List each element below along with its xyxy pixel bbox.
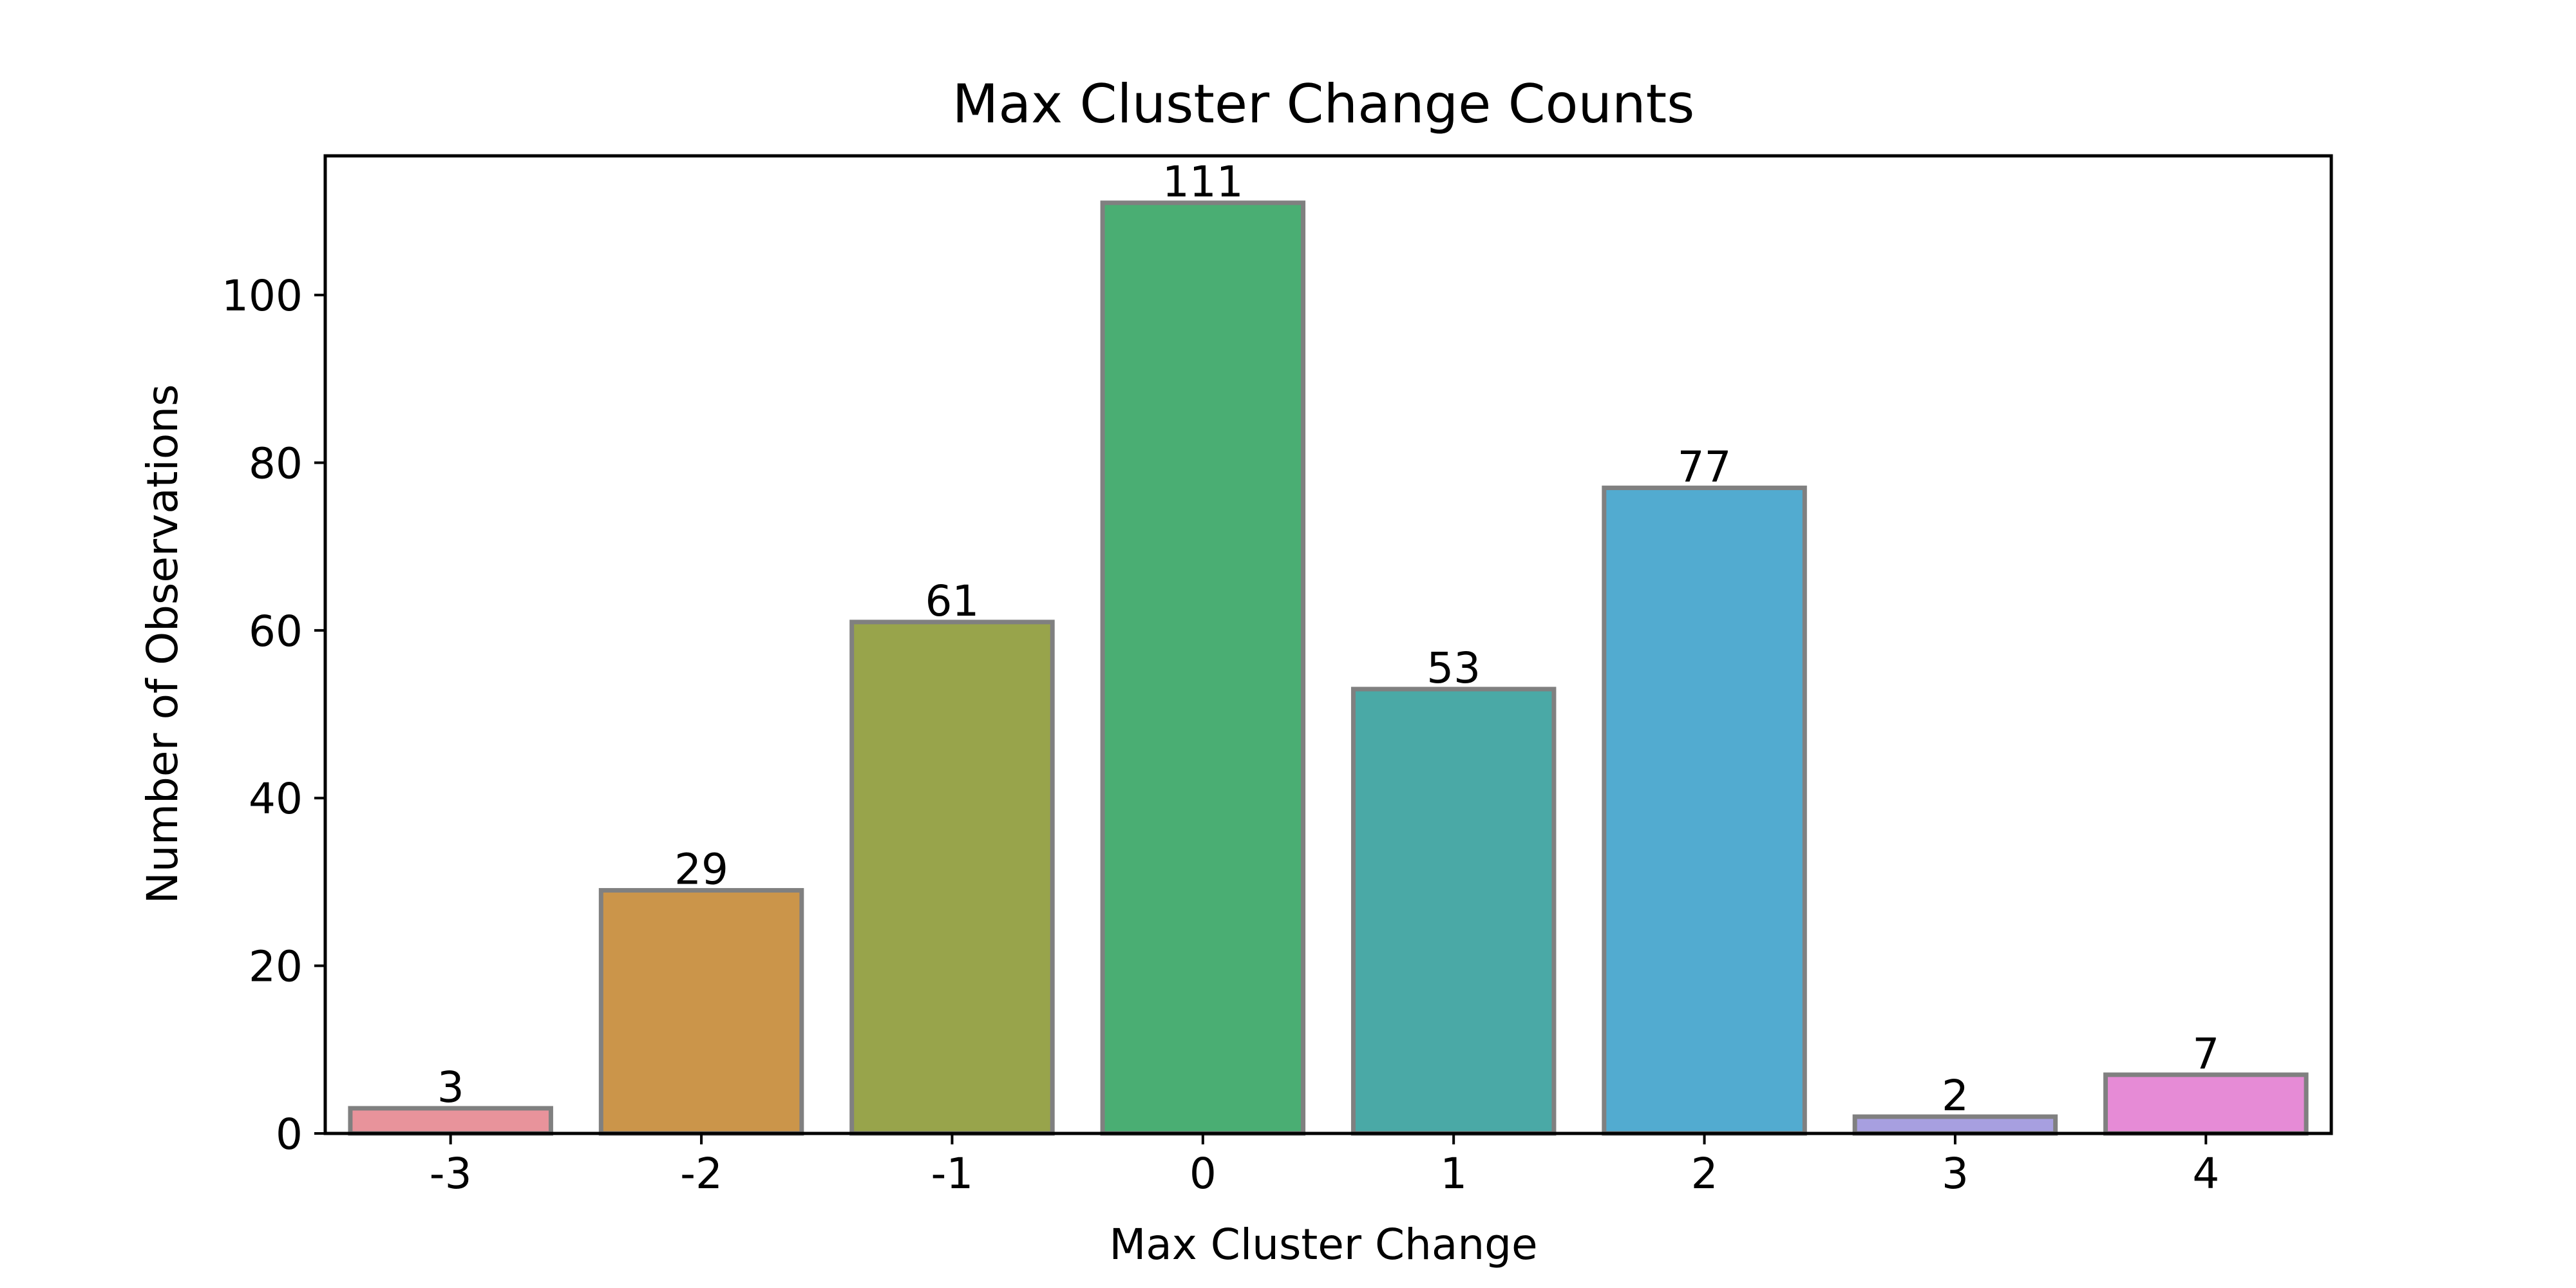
y-tick-label: 0 xyxy=(276,1110,303,1159)
data-label-4: 7 xyxy=(2192,1029,2219,1079)
y-tick-label: 80 xyxy=(249,439,303,488)
x-tick-label: 0 xyxy=(1189,1149,1217,1198)
bar--1 xyxy=(849,620,1055,1136)
data-label--2: 29 xyxy=(674,844,728,894)
y-tick-label: 20 xyxy=(249,942,303,992)
x-tick-label: -3 xyxy=(430,1149,472,1198)
y-tick-label: 100 xyxy=(222,271,303,321)
bar-0 xyxy=(1100,200,1306,1136)
y-tick-label: 40 xyxy=(249,774,303,824)
y-axis-title: Number of Observations xyxy=(138,384,187,904)
data-label-0: 111 xyxy=(1162,157,1244,207)
data-label-1: 53 xyxy=(1426,643,1481,693)
x-tick-label: 3 xyxy=(1942,1149,1969,1198)
data-label--1: 61 xyxy=(925,576,979,626)
x-tick-label: -1 xyxy=(931,1149,974,1198)
bar-1 xyxy=(1350,687,1557,1136)
bar-4 xyxy=(2103,1072,2309,1136)
data-label-2: 77 xyxy=(1678,442,1732,492)
x-axis-ticks: -3 -2 -1 0 1 2 3 4 xyxy=(430,1133,2219,1198)
x-tick-label: 1 xyxy=(1440,1149,1467,1198)
x-tick-label: -2 xyxy=(680,1149,723,1198)
data-label-3: 2 xyxy=(1942,1071,1969,1121)
bars-layer xyxy=(348,200,2309,1136)
data-labels-layer: 3 29 61 111 53 77 2 7 xyxy=(437,157,2220,1121)
chart-title: Max Cluster Change Counts xyxy=(952,73,1695,135)
data-label--3: 3 xyxy=(437,1063,464,1112)
y-tick-label: 60 xyxy=(249,607,303,656)
y-axis-ticks: 0 20 40 60 80 100 xyxy=(222,271,325,1159)
x-axis-title: Max Cluster Change xyxy=(1109,1220,1537,1269)
x-tick-label: 4 xyxy=(2192,1149,2219,1198)
bar--2 xyxy=(598,887,804,1136)
plot-area-frame xyxy=(323,154,2333,1135)
bar-2 xyxy=(1602,486,1807,1136)
x-tick-label: 2 xyxy=(1691,1149,1718,1198)
